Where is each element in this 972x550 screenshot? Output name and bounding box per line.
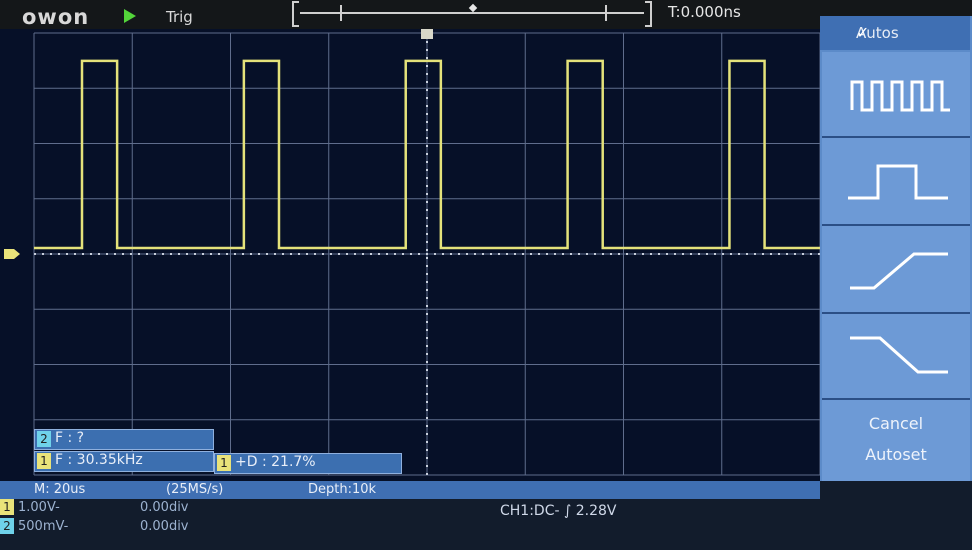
timeline-window-left [340,5,342,21]
ch2-tag: 2 [37,431,51,447]
ch2-scale: 500mV- [18,519,69,534]
ch1-frequency-value: F : 30.35kHz [55,452,143,468]
autoset-title-label: Autos [856,24,899,42]
multi-period-button[interactable] [822,52,970,138]
single-period-button[interactable] [822,138,970,226]
trigger-status: Trig [166,8,193,26]
ch1-settings-row[interactable]: 1 1.00V- 0.00div [0,499,820,516]
ch1-ground-marker-icon [4,249,20,259]
trigger-position: T:0.000ns [668,3,741,21]
cancel-label: Cancel [868,414,924,433]
ch1-tag: 1 [0,499,14,515]
ch1-duty-value: +D : 21.7% [235,454,316,470]
timebase: M: 20us [34,482,86,497]
brand-logo: owon [22,5,90,29]
autoset-menu-title[interactable]: Autos ✓ [820,16,970,50]
acquisition-status: M: 20us (25MS/s) Depth:10k [0,481,820,499]
ch1-waveform-trace [34,59,820,250]
top-bar: owon Trig T:0.000ns [0,0,972,30]
ch1-tag: 1 [37,453,51,469]
ch2-tag: 2 [0,518,14,534]
ch1-duty-measurement: 1 +D : 21.7% [214,453,402,474]
ch2-settings-row[interactable]: 2 500mV- 0.00div [0,518,820,535]
waveform-graticule [4,29,820,476]
ch1-tag: 1 [217,455,231,471]
timeline-right-bracket [645,1,652,27]
rising-edge-icon [850,252,948,290]
check-icon: ✓ [856,23,870,42]
sample-rate: (25MS/s) [166,482,224,497]
ch1-offset: 0.00div [140,500,189,515]
rising-edge-button[interactable] [822,226,970,314]
timeline-left-bracket [292,1,299,27]
falling-edge-button[interactable] [822,314,970,400]
ch1-scale: 1.00V- [18,500,60,515]
autoset-menu: Autos ✓ Cancel Autoset [820,16,972,486]
falling-edge-icon [850,336,948,374]
memory-timeline [292,1,652,27]
status-area: M: 20us (25MS/s) Depth:10k 1 1.00V- 0.00… [0,481,972,550]
cancel-autoset-button[interactable]: Cancel Autoset [822,400,970,484]
autoset-label: Autoset [865,445,927,464]
timeline-window-right [605,5,607,21]
ch2-offset: 0.00div [140,519,189,534]
memory-depth: Depth:10k [308,482,377,497]
timeline-line [300,12,644,14]
multi-period-icon [850,80,950,112]
run-status-icon [124,9,136,23]
single-period-icon [848,164,948,200]
trigger-info: CH1:DC- ∫ 2.28V [500,503,617,519]
trigger-marker-icon [468,3,478,13]
trigger-time-marker-icon [421,29,433,39]
ch2-frequency-value: F : ? [55,430,85,446]
waveform-screen[interactable] [0,29,820,481]
